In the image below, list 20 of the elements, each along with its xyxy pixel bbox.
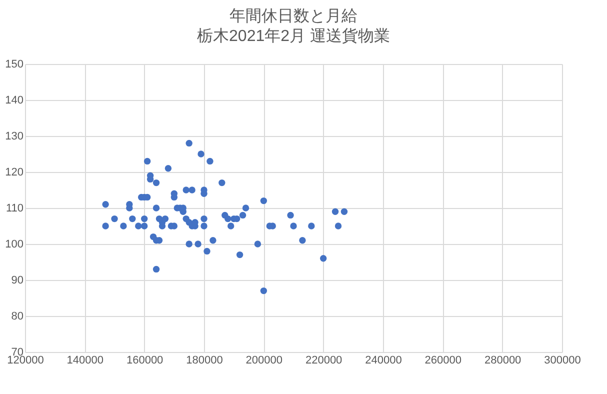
y-tick-label: 140: [5, 94, 24, 106]
x-tick-label: 300000: [544, 354, 581, 366]
x-tick-label: 200000: [246, 354, 283, 366]
y-tick-label: 150: [5, 58, 24, 70]
y-tick-label: 100: [5, 238, 24, 250]
x-tick-label: 220000: [305, 354, 342, 366]
x-tick-label: 120000: [7, 354, 44, 366]
y-tick-label: 130: [5, 130, 24, 142]
chart-title: 年間休日数と月給: [230, 8, 358, 25]
y-tick-label: 110: [6, 202, 24, 214]
x-tick-label: 240000: [365, 354, 402, 366]
y-tick-label: 120: [5, 166, 24, 178]
y-tick-label: 80: [11, 310, 24, 322]
chart-subtitle: 栃木2021年2月 運送貨物業: [197, 27, 390, 45]
x-tick-label: 160000: [126, 354, 164, 366]
x-tick-label: 260000: [424, 354, 462, 366]
x-tick-label: 140000: [66, 354, 104, 366]
x-tick-label: 180000: [186, 354, 223, 366]
y-tick-label: 90: [11, 274, 24, 286]
x-tick-label: 280000: [484, 354, 522, 366]
